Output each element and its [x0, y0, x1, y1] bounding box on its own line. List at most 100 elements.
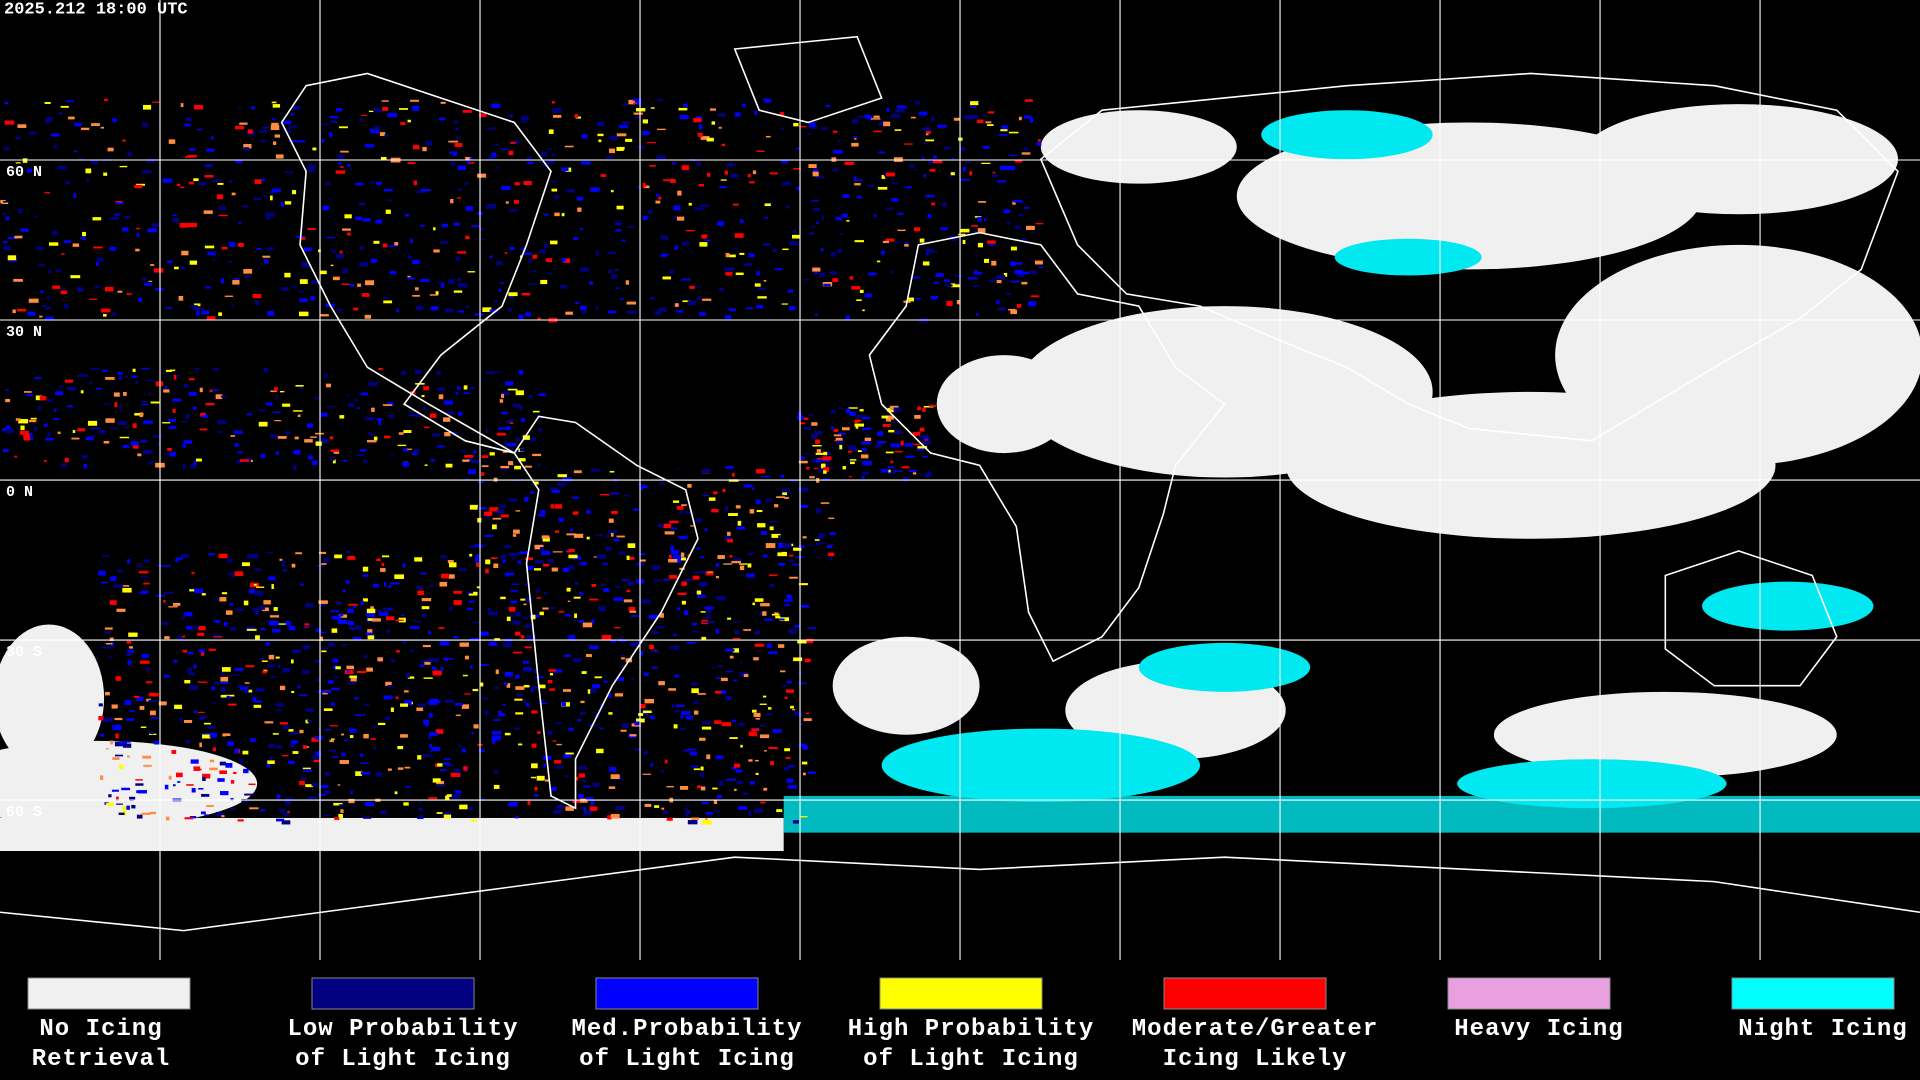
icing-speckle: [725, 272, 733, 276]
icing-speckle: [821, 127, 829, 130]
icing-speckle: [775, 615, 781, 619]
icing-speckle: [894, 450, 903, 453]
icing-speckle: [732, 558, 742, 562]
icing-speckle: [534, 794, 539, 797]
icing-speckle: [132, 444, 139, 449]
icing-speckle: [44, 423, 48, 427]
icing-speckle: [340, 809, 344, 813]
icing-speckle: [444, 658, 448, 662]
icing-speckle: [539, 249, 547, 254]
icing-speckle: [592, 782, 600, 787]
icing-speckle: [539, 159, 546, 163]
icing-speckle: [136, 232, 140, 238]
icing-speckle: [403, 430, 412, 433]
icing-speckle: [739, 661, 743, 664]
icing-speckle: [632, 98, 642, 101]
icing-speckle: [112, 118, 117, 123]
icing-speckle: [881, 174, 886, 179]
icing-speckle: [259, 657, 263, 661]
icing-speckle: [481, 472, 485, 476]
legend-swatch: [1447, 977, 1611, 1010]
icing-speckle: [501, 411, 509, 415]
icing-speckle: [292, 190, 297, 195]
icing-speckle: [273, 607, 278, 611]
icing-speckle: [246, 628, 257, 631]
icing-speckle: [405, 673, 410, 678]
icing-speckle: [623, 599, 633, 603]
icing-speckle: [642, 119, 649, 124]
icing-speckle: [172, 408, 176, 413]
icing-speckle: [772, 729, 782, 733]
icing-speckle: [1014, 269, 1023, 275]
icing-speckle: [330, 610, 340, 613]
icing-speckle: [762, 695, 767, 698]
icing-speckle: [98, 570, 106, 576]
icing-speckle: [385, 616, 395, 621]
icing-speckle: [37, 406, 42, 411]
icing-speckle: [407, 676, 415, 679]
icing-speckle: [209, 767, 218, 771]
icing-speckle: [315, 628, 322, 632]
icing-speckle: [846, 408, 851, 414]
icing-speckle: [129, 709, 135, 712]
icing-speckle: [325, 182, 331, 186]
icing-speckle: [281, 561, 286, 567]
icing-speckle: [474, 557, 479, 563]
icing-speckle: [468, 591, 478, 596]
icing-speckle: [999, 134, 1009, 136]
icing-speckle: [580, 798, 588, 803]
icing-speckle: [411, 106, 420, 111]
icing-speckle: [583, 810, 592, 816]
icing-speckle: [252, 607, 259, 611]
icing-speckle: [908, 469, 916, 473]
icing-speckle: [78, 158, 85, 160]
icing-speckle: [363, 816, 372, 819]
icing-speckle: [482, 307, 492, 313]
icing-speckle: [2, 212, 7, 216]
icing-speckle: [585, 654, 592, 658]
icing-speckle: [837, 249, 843, 254]
icing-speckle: [379, 810, 387, 815]
icing-speckle: [917, 446, 928, 449]
icing-speckle: [514, 631, 521, 636]
icing-speckle: [523, 180, 532, 186]
icing-speckle: [674, 245, 679, 250]
icing-speckle: [717, 113, 726, 117]
icing-speckle: [363, 654, 368, 659]
icing-speckle: [240, 459, 250, 462]
icing-speckle: [788, 765, 795, 768]
icing-speckle: [616, 677, 625, 681]
icing-speckle: [705, 609, 712, 614]
icing-speckle: [43, 460, 47, 462]
icing-speckle: [57, 165, 67, 170]
icing-speckle: [136, 696, 144, 702]
icing-speckle: [771, 613, 780, 616]
icing-speckle: [266, 216, 271, 220]
icing-speckle: [971, 225, 979, 227]
icing-speckle: [591, 684, 601, 689]
icing-speckle: [167, 260, 173, 264]
icing-speckle: [444, 411, 454, 415]
icing-speckle: [528, 283, 537, 286]
icing-speckle: [108, 656, 113, 658]
icing-speckle: [206, 148, 215, 152]
icing-speckle: [110, 427, 118, 430]
icing-speckle: [258, 606, 265, 610]
icing-speckle: [137, 453, 142, 457]
icing-speckle: [149, 811, 157, 815]
icing-speckle: [457, 278, 461, 282]
icing-speckle: [812, 225, 816, 228]
icing-speckle: [436, 371, 441, 375]
icing-speckle: [700, 204, 710, 207]
icing-speckle: [593, 556, 599, 558]
icing-speckle: [923, 174, 926, 178]
icing-speckle: [1016, 272, 1025, 277]
icing-speckle: [469, 637, 480, 641]
icing-speckle: [466, 162, 475, 164]
night-cloud: [1261, 110, 1433, 160]
icing-speckle: [188, 181, 194, 185]
icing-speckle: [147, 228, 157, 233]
icing-speckle: [817, 557, 821, 559]
icing-speckle: [114, 402, 118, 408]
icing-speckle: [552, 180, 559, 183]
